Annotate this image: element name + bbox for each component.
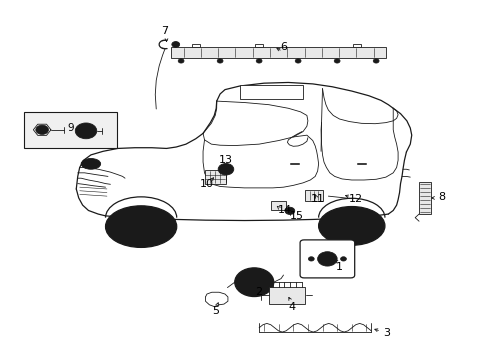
Text: 3: 3 <box>383 328 389 338</box>
Ellipse shape <box>178 59 183 63</box>
Bar <box>352 44 360 47</box>
Ellipse shape <box>239 271 268 293</box>
Text: 9: 9 <box>67 123 74 133</box>
Ellipse shape <box>333 59 339 63</box>
Bar <box>268 287 305 305</box>
Text: 8: 8 <box>438 192 445 202</box>
FancyBboxPatch shape <box>300 240 354 278</box>
Ellipse shape <box>36 125 48 134</box>
Text: 13: 13 <box>219 154 232 165</box>
Text: 11: 11 <box>310 194 325 204</box>
Ellipse shape <box>79 126 93 136</box>
Bar <box>24 112 117 148</box>
Text: 15: 15 <box>289 211 303 221</box>
Ellipse shape <box>217 59 223 63</box>
Ellipse shape <box>244 275 264 289</box>
Text: 7: 7 <box>161 26 168 36</box>
Ellipse shape <box>81 158 101 169</box>
Ellipse shape <box>173 43 177 46</box>
Ellipse shape <box>295 59 301 63</box>
Ellipse shape <box>308 257 314 261</box>
Ellipse shape <box>318 207 384 245</box>
Bar <box>271 201 285 210</box>
Text: 10: 10 <box>199 179 213 189</box>
Ellipse shape <box>372 59 378 63</box>
Ellipse shape <box>249 279 259 286</box>
Ellipse shape <box>234 268 273 297</box>
Text: 14: 14 <box>277 205 291 215</box>
Ellipse shape <box>218 163 233 175</box>
Bar <box>204 170 225 184</box>
Bar <box>191 44 199 47</box>
Text: 1: 1 <box>335 262 343 272</box>
Text: 4: 4 <box>287 302 295 312</box>
Text: 12: 12 <box>348 194 362 204</box>
Text: 5: 5 <box>212 306 219 315</box>
Ellipse shape <box>122 215 160 238</box>
Ellipse shape <box>256 59 262 63</box>
Ellipse shape <box>332 215 369 237</box>
Bar <box>305 190 323 201</box>
Text: 6: 6 <box>280 42 286 52</box>
Text: 2: 2 <box>255 287 262 297</box>
Ellipse shape <box>105 206 176 247</box>
Bar <box>239 85 303 99</box>
Bar <box>255 44 263 47</box>
Ellipse shape <box>171 41 179 47</box>
Bar <box>171 47 385 58</box>
Ellipse shape <box>340 257 346 261</box>
Ellipse shape <box>222 166 229 172</box>
Bar <box>418 182 430 214</box>
Ellipse shape <box>285 207 294 215</box>
Ellipse shape <box>75 123 97 139</box>
Ellipse shape <box>317 252 336 266</box>
